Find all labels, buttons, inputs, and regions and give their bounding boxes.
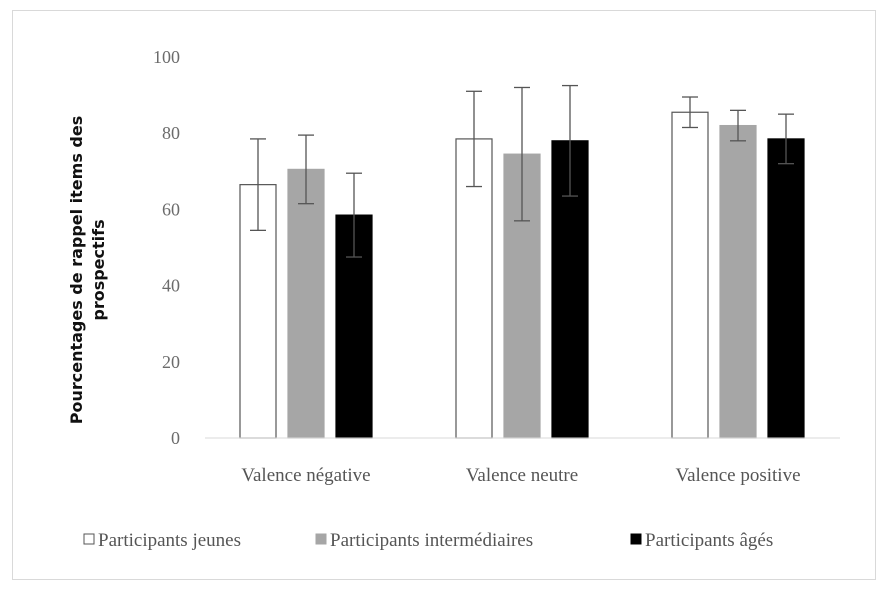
legend-label: Participants jeunes bbox=[98, 530, 241, 551]
bar bbox=[287, 168, 325, 439]
bar bbox=[767, 138, 805, 439]
bar bbox=[719, 124, 757, 439]
error-bar bbox=[250, 138, 266, 232]
legend-label: Participants intermédiaires bbox=[330, 530, 533, 551]
error-bar bbox=[730, 109, 746, 142]
legend-swatch bbox=[83, 533, 95, 545]
y-axis-label-line-2: prospectifs bbox=[89, 219, 108, 320]
legend-item: Participants jeunes bbox=[83, 530, 241, 551]
legend-label: Participants âgés bbox=[645, 530, 773, 551]
error-bar bbox=[466, 90, 482, 188]
error-bar bbox=[298, 134, 314, 205]
error-bar bbox=[346, 172, 362, 258]
legend-item: Participants âgés bbox=[630, 530, 773, 551]
bar bbox=[671, 111, 709, 439]
y-axis-label-line-1: Pourcentages de rappel items des bbox=[67, 116, 86, 425]
x-tick-label: Valence négative bbox=[241, 465, 370, 486]
y-tick-label: 100 bbox=[153, 47, 180, 67]
y-tick-label: 80 bbox=[162, 123, 180, 143]
legend-item: Participants intermédiaires bbox=[315, 530, 533, 551]
y-tick-label: 40 bbox=[162, 276, 180, 296]
x-tick-label: Valence neutre bbox=[466, 465, 578, 486]
y-tick-label: 20 bbox=[162, 352, 180, 372]
error-bar bbox=[778, 113, 794, 165]
legend-swatch bbox=[630, 533, 642, 545]
legend-swatch bbox=[315, 533, 327, 545]
x-tick-label: Valence positive bbox=[675, 465, 800, 486]
y-tick-label: 0 bbox=[171, 428, 180, 448]
legend: Participants jeunes Participants interméd… bbox=[83, 530, 773, 551]
error-bar bbox=[562, 84, 578, 197]
error-bar bbox=[682, 96, 698, 129]
error-bar bbox=[514, 86, 530, 222]
bar bbox=[503, 153, 541, 439]
y-tick-label: 60 bbox=[162, 199, 180, 219]
